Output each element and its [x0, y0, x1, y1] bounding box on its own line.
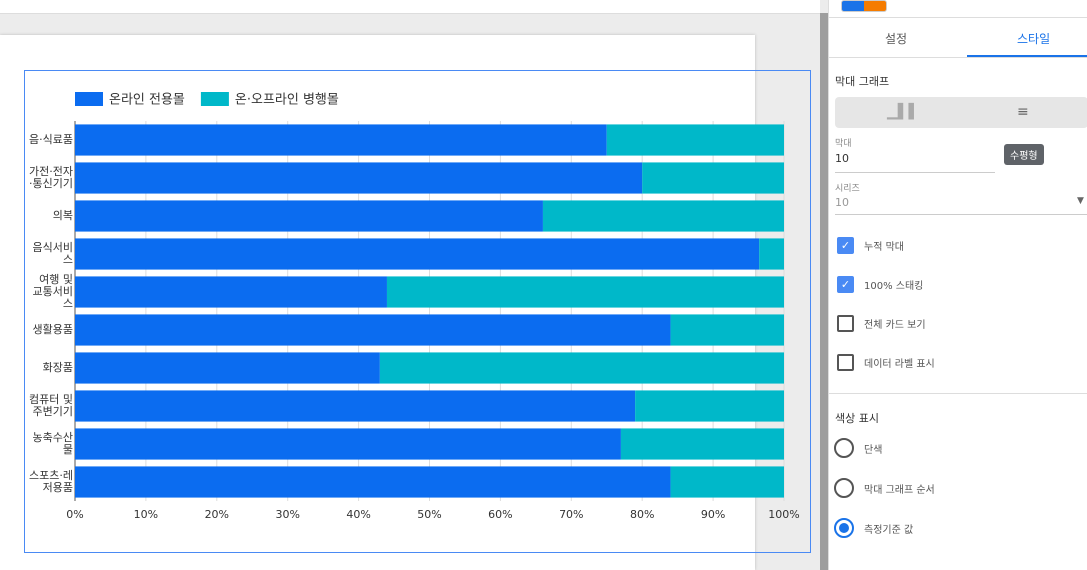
divider: [829, 393, 1087, 394]
divider: [829, 57, 1087, 58]
y-tick-label: 컴퓨터 및 주변기기: [29, 393, 73, 418]
checkbox-label: 데이터 라벨 표시: [864, 359, 935, 370]
tab[interactable]: 설정: [885, 32, 908, 46]
y-tick-label: 생활용품: [32, 323, 73, 336]
x-tick-label: 30%: [275, 508, 299, 521]
y-tick-label: 여행 및 교통서비스: [32, 273, 73, 310]
field-value[interactable]: 10: [835, 152, 849, 165]
field-value[interactable]: 10: [835, 196, 849, 209]
x-tick-label: 90%: [701, 508, 725, 521]
bar: [642, 162, 784, 194]
bar: [75, 276, 387, 308]
bar: [75, 200, 543, 232]
x-tick-label: 50%: [417, 508, 441, 521]
legend-label: 온라인 전용몰: [109, 93, 185, 108]
y-tick-label: 스포츠·레저용품: [29, 469, 73, 494]
radio-label: 측정기준 값: [864, 525, 914, 536]
x-tick-label: 60%: [488, 508, 512, 521]
bar: [75, 124, 607, 156]
dropdown-arrow[interactable]: ▼: [1077, 196, 1084, 206]
y-tick-label: 음·식료품: [29, 133, 73, 146]
bar: [379, 352, 784, 384]
underline: [835, 172, 995, 173]
bar: [386, 276, 784, 308]
selection-box: [24, 70, 811, 553]
bar: [670, 314, 784, 346]
bar: [75, 390, 636, 422]
bar: [635, 390, 784, 422]
section-title: 막대 그래프: [835, 75, 890, 88]
bar: [75, 314, 671, 346]
x-tick-label: 20%: [205, 508, 229, 521]
checkbox[interactable]: ✓: [837, 237, 854, 254]
tab-indicator: [967, 55, 1087, 57]
horizontal-button[interactable]: ≡: [1017, 104, 1029, 120]
divider: [829, 17, 1087, 18]
bar: [620, 428, 784, 460]
radio[interactable]: [834, 518, 854, 538]
x-tick-label: 0%: [66, 508, 83, 521]
x-tick-label: 80%: [630, 508, 654, 521]
radio-label: 막대 그래프 순서: [864, 485, 935, 496]
radio[interactable]: [834, 478, 854, 498]
legend-label: 온·오프라인 병행몰: [235, 92, 339, 108]
x-tick-label: 100%: [768, 508, 799, 521]
bar: [75, 238, 760, 270]
bar: [75, 428, 621, 460]
field-label: 막대: [835, 139, 852, 149]
bar: [75, 352, 380, 384]
bar: [75, 466, 671, 498]
legend-swatch: [200, 92, 229, 106]
bar: [606, 124, 784, 156]
orientation-toggle: [835, 97, 1087, 128]
vertical-button[interactable]: ▁▌▌: [887, 104, 920, 120]
checkbox-label: 누적 막대: [864, 242, 904, 253]
y-tick-label: 농축수산물: [32, 431, 73, 456]
radio[interactable]: [834, 438, 854, 458]
chart-icon[interactable]: [841, 0, 887, 12]
radio-label: 단색: [864, 445, 883, 456]
x-tick-label: 10%: [134, 508, 158, 521]
section-title: 색상 표시: [835, 412, 879, 425]
checkbox[interactable]: [837, 354, 854, 371]
style-panel: 설정 스타일 막대 그래프 ▁▌▌ ≡ 수평형 막대 10 시리즈 10 ▼ ✓…: [828, 0, 1087, 570]
checkbox[interactable]: ✓: [837, 276, 854, 293]
bar: [542, 200, 784, 232]
x-tick-label: 70%: [559, 508, 583, 521]
y-tick-label: 의복: [52, 209, 73, 222]
checkbox-label: 전체 카드 보기: [864, 320, 926, 331]
underline: [835, 214, 1087, 215]
legend-swatch: [75, 92, 103, 106]
bar: [670, 466, 784, 498]
bar: [75, 162, 643, 194]
toolbar: [0, 0, 820, 14]
tab[interactable]: 스타일: [1017, 32, 1051, 46]
y-tick-label: 음식서비스: [32, 241, 73, 266]
y-tick-label: 화장품: [42, 361, 73, 374]
tooltip: 수평형: [1004, 144, 1044, 165]
y-tick-label: 가전·전자·통신기기: [29, 165, 73, 190]
x-tick-label: 40%: [346, 508, 370, 521]
field-label: 시리즈: [835, 184, 860, 194]
scrollbar[interactable]: [820, 13, 828, 570]
checkbox-label: 100% 스태킹: [864, 281, 924, 292]
checkbox[interactable]: [837, 315, 854, 332]
bar: [759, 238, 784, 270]
